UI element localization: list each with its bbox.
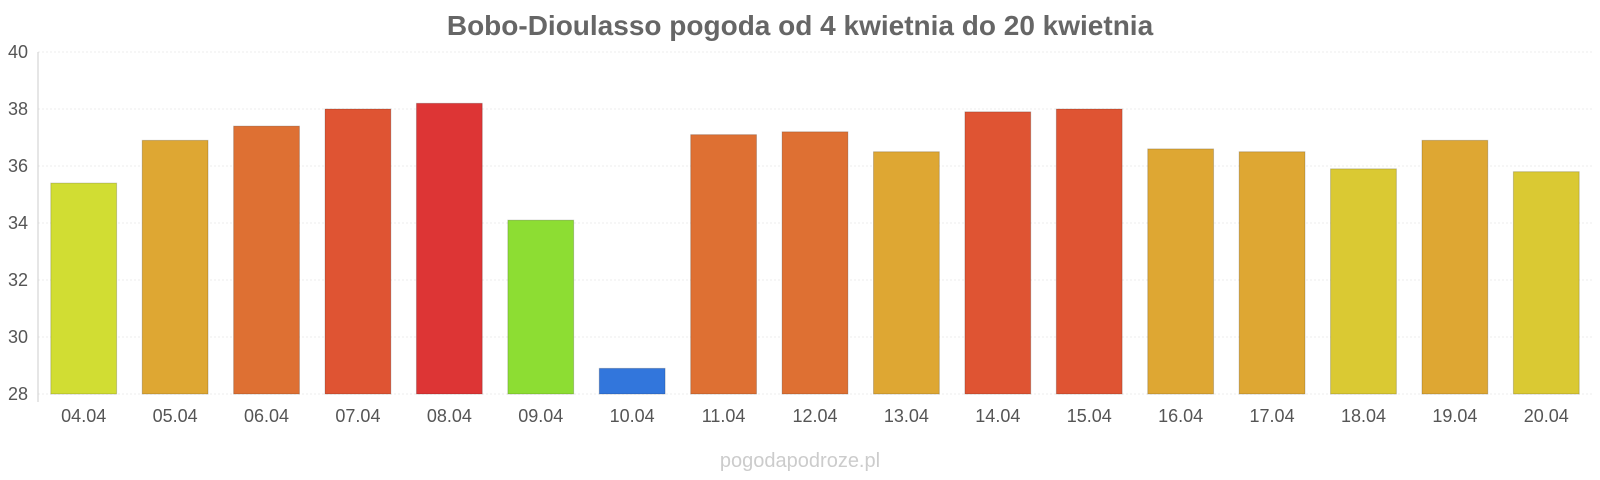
bar-15.04 xyxy=(1055,108,1123,395)
y-tick-label: 32 xyxy=(8,270,28,290)
x-tick-label: 19.04 xyxy=(1432,406,1477,426)
x-tick-label: 10.04 xyxy=(610,406,655,426)
x-tick-label: 18.04 xyxy=(1341,406,1386,426)
x-tick-label: 17.04 xyxy=(1250,406,1295,426)
y-tick-label: 40 xyxy=(8,42,28,62)
x-tick-label: 07.04 xyxy=(335,406,380,426)
x-tick-label: 09.04 xyxy=(518,406,563,426)
bar-18.04 xyxy=(1330,168,1397,395)
chart-title: Bobo-Dioulasso pogoda od 4 kwietnia do 2… xyxy=(446,10,1154,41)
y-tick-labels: 28 30 32 34 36 38 40 xyxy=(8,42,28,404)
x-tick-label: 08.04 xyxy=(427,406,472,426)
watermark: pogodapodroze.pl xyxy=(719,450,881,472)
x-tick-label: 04.04 xyxy=(61,406,106,426)
bar-17.04 xyxy=(1238,151,1306,395)
x-tick-label: 13.04 xyxy=(884,406,929,426)
bars xyxy=(50,102,1580,395)
y-tick-label: 38 xyxy=(8,99,28,119)
bar-19.04 xyxy=(1421,139,1489,395)
bar-14.04 xyxy=(964,111,1032,395)
y-tick-label: 28 xyxy=(8,384,28,404)
x-tick-label: 12.04 xyxy=(792,406,837,426)
x-tick-label: 20.04 xyxy=(1524,406,1569,426)
y-tick-label: 34 xyxy=(8,213,28,233)
bar-07.04 xyxy=(324,108,392,395)
bar-04.04 xyxy=(50,182,118,395)
bar-10.04 xyxy=(598,367,666,395)
bar-20.04 xyxy=(1512,171,1580,395)
x-tick-label: 06.04 xyxy=(244,406,289,426)
bar-12.04 xyxy=(781,131,849,395)
bar-16.04 xyxy=(1147,148,1215,395)
bar-09.04 xyxy=(507,219,575,395)
bar-08.04 xyxy=(415,102,483,395)
y-tick-label: 30 xyxy=(8,327,28,347)
bar-13.04 xyxy=(873,151,940,395)
x-tick-label: 15.04 xyxy=(1067,406,1112,426)
x-tick-label: 11.04 xyxy=(702,406,746,426)
bar-05.04 xyxy=(141,139,209,395)
x-tick-label: 14.04 xyxy=(975,406,1020,426)
bar-06.04 xyxy=(233,125,300,395)
y-tick-label: 36 xyxy=(8,156,28,176)
x-tick-label: 16.04 xyxy=(1158,406,1203,426)
x-tick-labels: 04.04 05.04 06.04 07.04 08.04 09.04 10.04 11.04… xyxy=(61,406,1569,426)
x-tick-label: 05.04 xyxy=(153,406,198,426)
bar-11.04 xyxy=(690,134,757,395)
